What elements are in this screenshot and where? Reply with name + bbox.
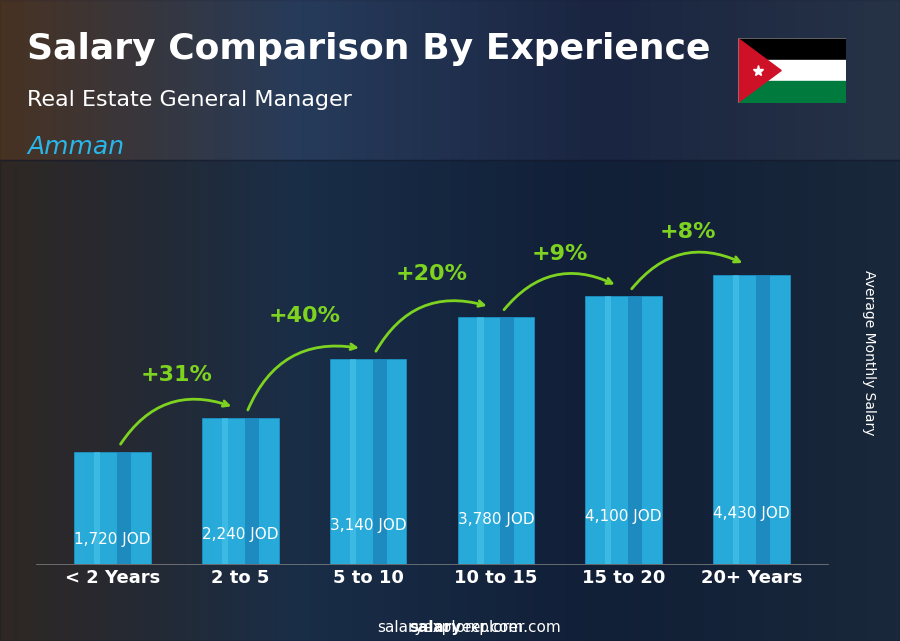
Bar [202,418,279,564]
Bar [0,0,900,160]
Text: Average Monthly Salary: Average Monthly Salary [861,270,876,435]
Text: Amman: Amman [27,135,124,158]
Bar [738,81,846,103]
Bar [605,296,611,564]
Bar [75,452,151,564]
Text: 4,430 JOD: 4,430 JOD [713,506,789,520]
Text: salary: salary [410,620,462,635]
Text: 3,780 JOD: 3,780 JOD [457,512,535,527]
Bar [222,418,228,564]
Bar [478,317,483,564]
Text: salaryexplorer.com: salaryexplorer.com [377,620,523,635]
Text: 3,140 JOD: 3,140 JOD [329,519,407,533]
Bar [117,452,131,564]
Bar [738,38,846,60]
Bar [713,274,789,564]
Bar [350,359,356,564]
Bar [329,359,407,564]
Text: +31%: +31% [140,365,212,385]
Text: +9%: +9% [532,244,588,263]
Text: explorer.com: explorer.com [461,620,561,635]
Bar [0,160,900,641]
Polygon shape [738,38,781,103]
Bar [373,359,386,564]
Bar [738,60,846,81]
Bar [628,296,642,564]
Text: 4,100 JOD: 4,100 JOD [585,509,662,524]
Text: +8%: +8% [659,222,716,242]
Text: Salary Comparison By Experience: Salary Comparison By Experience [27,32,710,66]
Text: 2,240 JOD: 2,240 JOD [202,527,279,542]
Bar [94,452,101,564]
Bar [585,296,662,564]
Text: Real Estate General Manager: Real Estate General Manager [27,90,352,110]
Bar [733,274,739,564]
Text: +20%: +20% [396,265,468,285]
Text: +40%: +40% [268,306,340,326]
Bar [245,418,259,564]
Bar [457,317,535,564]
Bar [756,274,770,564]
Bar [500,317,514,564]
Text: 1,720 JOD: 1,720 JOD [75,532,151,547]
